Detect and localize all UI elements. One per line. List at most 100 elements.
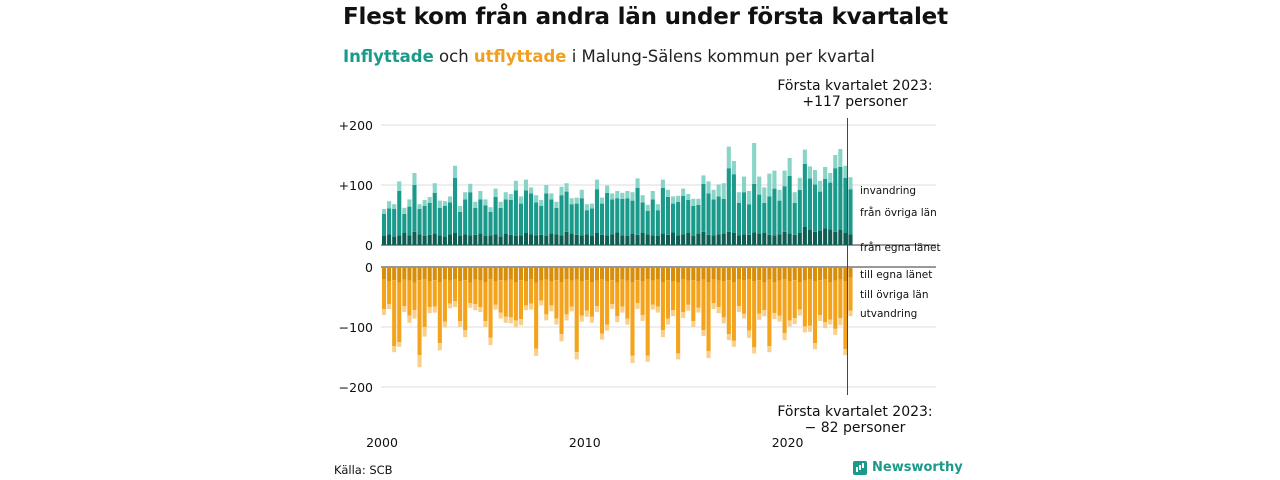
in-bar-abroad xyxy=(600,197,605,204)
in-bar-abroad xyxy=(447,196,453,203)
out-bar-other-counties xyxy=(387,281,392,305)
out-bar-abroad xyxy=(696,307,701,313)
in-bar-same-county xyxy=(508,234,513,245)
out-bar-abroad xyxy=(676,353,681,360)
in-bar-other-counties xyxy=(655,210,660,236)
in-bar-abroad xyxy=(564,183,569,192)
out-bar-abroad xyxy=(387,304,392,309)
out-bar-other-counties xyxy=(427,281,432,308)
in-bar-same-county xyxy=(681,234,686,245)
in-bar-same-county xyxy=(579,235,584,245)
out-bar-same-county xyxy=(417,267,422,281)
subtitle-utflyttade: utflyttade xyxy=(473,47,567,66)
out-bar-abroad xyxy=(741,313,747,319)
in-bar-same-county xyxy=(818,230,823,245)
in-bar-other-counties xyxy=(706,193,711,235)
out-bar-other-counties xyxy=(574,279,579,353)
in-bar-abroad xyxy=(741,176,747,193)
in-bar-same-county xyxy=(529,234,534,245)
in-bar-abroad xyxy=(691,198,696,206)
out-bar-other-counties xyxy=(605,281,610,325)
in-bar-other-counties xyxy=(610,199,615,235)
in-bar-abroad xyxy=(549,193,554,200)
out-bar-abroad xyxy=(407,315,412,323)
out-bar-other-counties xyxy=(468,282,473,303)
in-bar-same-county xyxy=(432,233,437,245)
in-bar-same-county xyxy=(848,234,853,245)
in-bar-same-county xyxy=(493,234,498,245)
out-bar-other-counties xyxy=(437,282,442,344)
in-bar-other-counties xyxy=(549,199,554,234)
out-bar-same-county xyxy=(665,267,671,281)
in-bar-other-counties xyxy=(518,203,523,236)
out-bar-other-counties xyxy=(620,279,625,307)
out-bar-other-counties xyxy=(503,280,508,317)
in-bar-same-county xyxy=(594,233,600,245)
in-bar-other-counties xyxy=(802,164,807,227)
out-bar-other-counties xyxy=(645,279,650,356)
legend-label-2: invandring xyxy=(860,185,916,197)
out-bar-abroad xyxy=(701,330,706,336)
out-bar-abroad xyxy=(508,317,513,324)
out-bar-same-county xyxy=(848,267,853,278)
out-bar-other-counties xyxy=(600,279,605,334)
out-bar-same-county xyxy=(818,267,823,281)
out-bar-abroad xyxy=(392,346,397,353)
out-bar-abroad xyxy=(823,322,828,329)
top-y-tick-label: 0 xyxy=(365,238,373,253)
out-bar-other-counties xyxy=(447,280,453,304)
x-tick-label: 2020 xyxy=(772,435,804,450)
in-bar-other-counties xyxy=(676,201,681,236)
in-bar-other-counties xyxy=(670,203,676,233)
out-bar-same-county xyxy=(823,267,828,279)
out-bar-same-county xyxy=(523,267,529,282)
out-bar-same-county xyxy=(635,267,640,281)
in-bar-other-counties xyxy=(559,195,564,236)
out-bar-abroad xyxy=(792,318,797,324)
out-bar-abroad xyxy=(757,313,762,320)
in-bar-other-counties xyxy=(665,197,671,235)
in-bar-abroad xyxy=(787,158,792,176)
out-bar-abroad xyxy=(493,304,498,310)
in-bar-same-county xyxy=(503,233,508,245)
out-bar-abroad xyxy=(559,334,564,342)
callout-top-line2: +117 personer xyxy=(802,94,908,110)
in-bar-same-county xyxy=(539,234,544,245)
out-bar-abroad xyxy=(600,333,605,340)
in-bar-abroad xyxy=(432,183,437,193)
x-tick-label: 2000 xyxy=(366,435,398,450)
out-bar-abroad xyxy=(594,306,600,312)
in-bar-other-counties xyxy=(513,190,518,236)
out-bar-same-county xyxy=(452,267,458,279)
top-y-tick-label: +100 xyxy=(339,178,373,193)
in-bar-abroad xyxy=(589,203,594,209)
out-bar-other-counties xyxy=(569,280,574,307)
in-bar-abroad xyxy=(625,191,630,199)
in-bar-same-county xyxy=(772,235,777,245)
in-bar-abroad xyxy=(584,204,589,211)
callout-bottom-line2: − 82 personer xyxy=(804,420,906,436)
in-bar-other-counties xyxy=(818,191,823,231)
out-bar-other-counties xyxy=(584,280,589,311)
out-bar-other-counties xyxy=(726,280,731,335)
in-bar-other-counties xyxy=(605,192,610,236)
in-bar-other-counties xyxy=(747,204,752,235)
out-bar-same-county xyxy=(397,267,402,282)
out-bar-other-counties xyxy=(635,280,640,303)
out-bar-other-counties xyxy=(757,280,762,314)
in-bar-other-counties xyxy=(660,188,665,234)
out-bar-same-county xyxy=(615,267,620,283)
in-bar-abroad xyxy=(483,199,488,206)
in-bar-abroad xyxy=(833,155,838,169)
out-bar-other-counties xyxy=(802,280,807,327)
in-bar-other-counties xyxy=(387,208,392,235)
out-bar-same-county xyxy=(508,267,513,280)
in-bar-same-county xyxy=(665,234,671,245)
out-bar-abroad xyxy=(432,306,437,313)
out-bar-abroad xyxy=(615,316,620,323)
out-bar-abroad xyxy=(488,337,493,345)
in-bar-abroad xyxy=(818,180,823,192)
out-bar-same-county xyxy=(787,267,792,282)
in-bar-same-county xyxy=(691,236,696,245)
out-bar-other-counties xyxy=(397,282,402,342)
